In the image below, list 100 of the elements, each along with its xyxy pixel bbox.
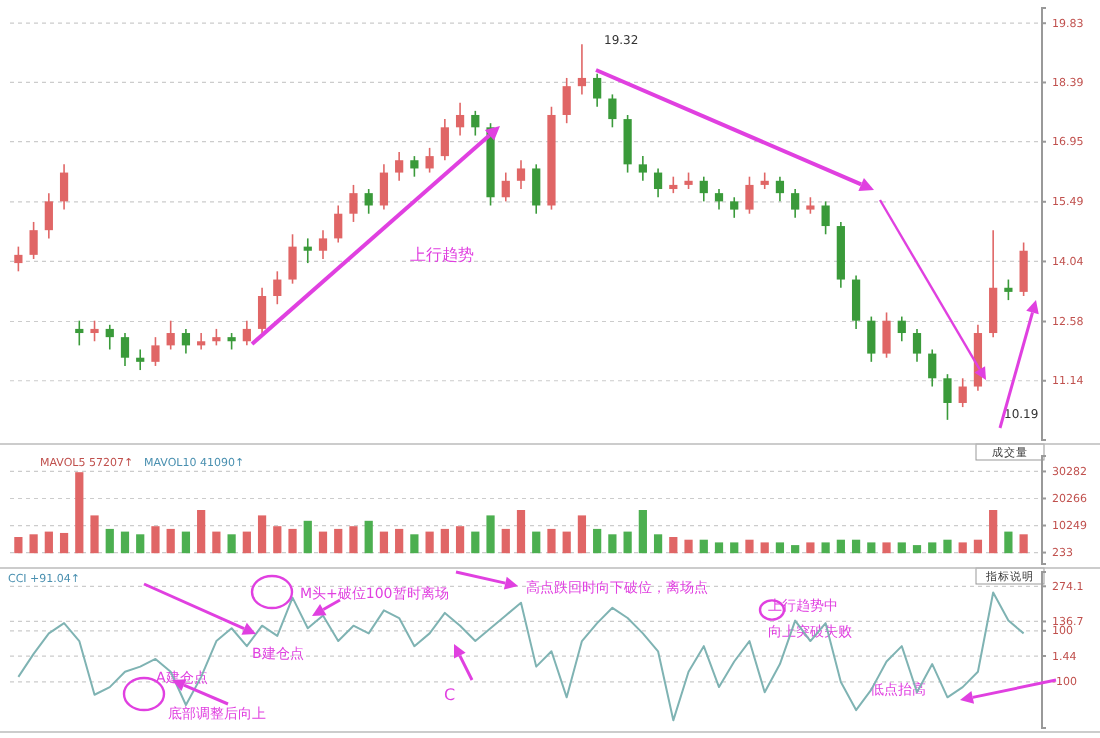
candlestick [943, 373, 952, 421]
bar [273, 526, 282, 554]
candlestick [714, 188, 724, 211]
candlestick [75, 319, 84, 347]
candlestick [181, 328, 191, 355]
bar [136, 534, 145, 554]
candlestick [14, 245, 23, 273]
candlestick [364, 188, 373, 215]
candlestick [440, 118, 449, 162]
candlestick [821, 200, 830, 236]
candlestick [653, 167, 663, 199]
bar [288, 528, 297, 554]
bar [318, 531, 328, 554]
bar [242, 531, 251, 554]
candlestick [851, 274, 861, 330]
bar [593, 528, 602, 554]
candlestick [745, 175, 754, 215]
bar [257, 515, 267, 554]
bar [486, 515, 495, 554]
bar [775, 542, 785, 554]
bar [120, 531, 130, 554]
bar [455, 526, 465, 554]
bar [714, 542, 724, 554]
bar [75, 472, 84, 554]
bar [912, 545, 922, 554]
bar [745, 539, 754, 554]
candlestick [699, 175, 708, 203]
candlestick [928, 348, 937, 388]
bar [973, 539, 983, 554]
bar [989, 510, 998, 554]
candlestick [608, 93, 617, 129]
bar [395, 528, 404, 554]
candlestick [59, 163, 69, 211]
candlestick [288, 233, 297, 285]
candlestick [136, 348, 145, 371]
bar [379, 531, 389, 554]
candlestick [425, 147, 434, 174]
bar [181, 531, 191, 554]
candlestick [516, 159, 526, 190]
bar [14, 537, 23, 554]
bar [547, 528, 556, 554]
bar [623, 531, 632, 554]
bar [897, 542, 906, 554]
bar [303, 520, 312, 554]
candlestick [501, 171, 510, 203]
bar [425, 531, 434, 554]
bar [577, 515, 587, 554]
candlestick [410, 155, 419, 178]
candlestick [318, 229, 328, 260]
bar [791, 545, 800, 554]
bar [59, 532, 69, 554]
bar [440, 528, 449, 554]
candlestick [90, 319, 99, 343]
bar [44, 531, 53, 554]
bar [699, 539, 708, 554]
bar [501, 528, 510, 554]
bar [882, 542, 891, 554]
bar [227, 534, 236, 554]
bar [349, 526, 358, 554]
bar [334, 528, 343, 554]
bar [212, 531, 221, 554]
bar [532, 531, 541, 554]
candlestick [638, 155, 647, 182]
candlestick [958, 377, 967, 408]
bar [684, 539, 693, 554]
candlestick [532, 163, 541, 215]
candlestick [242, 319, 251, 347]
bar [166, 528, 175, 554]
candlestick [775, 175, 785, 203]
bar [608, 534, 617, 554]
candlestick [349, 184, 358, 223]
bar [105, 528, 114, 554]
bar [471, 531, 480, 554]
bar [516, 510, 526, 554]
bar [867, 542, 876, 554]
candlestick [105, 324, 114, 351]
bar [760, 542, 769, 554]
annotation: 上行趋势 [410, 246, 474, 264]
candlestick [471, 110, 480, 137]
candlestick [455, 101, 465, 137]
bar [730, 542, 739, 554]
bar [653, 534, 663, 554]
candlestick [912, 328, 922, 363]
bar [836, 539, 845, 554]
candlestick [303, 237, 312, 264]
candlestick [273, 270, 282, 306]
candlestick [334, 204, 343, 244]
candlestick [593, 73, 602, 108]
candlestick [867, 315, 876, 363]
candlestick [882, 311, 891, 359]
candlestick [257, 286, 267, 334]
bar [806, 542, 815, 554]
candlestick [730, 196, 739, 219]
candlestick [897, 315, 906, 343]
candlestick [1004, 278, 1013, 301]
candlestick [44, 192, 53, 240]
bar [928, 542, 937, 554]
bar [197, 510, 206, 554]
candlestick [120, 332, 130, 367]
candlestick [1019, 241, 1028, 297]
